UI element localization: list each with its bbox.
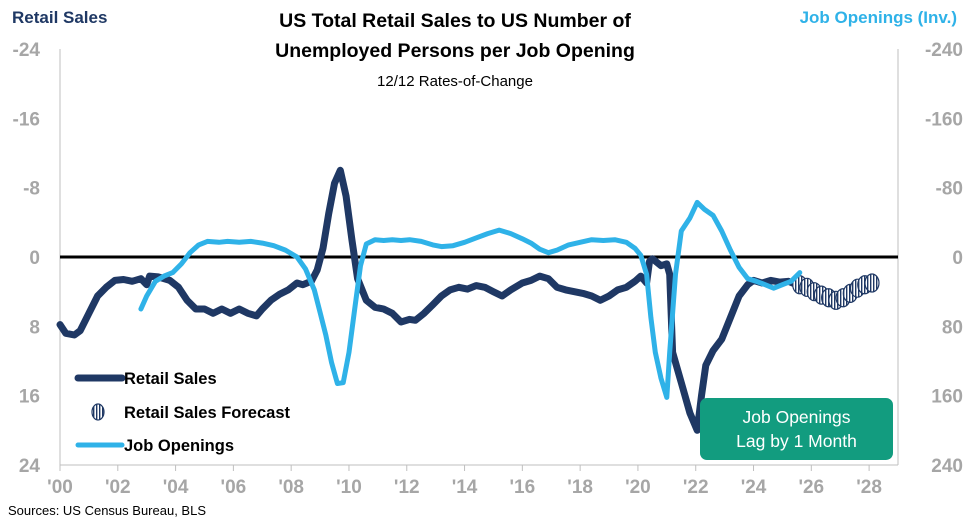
- y-left-tick-label: -8: [23, 179, 40, 200]
- y-right-tick-label: -240: [925, 40, 963, 61]
- x-tick-label: '02: [105, 477, 131, 498]
- x-tick-label: '22: [683, 477, 709, 498]
- y-right-tick-label: 0: [952, 248, 963, 269]
- y-left-tick-label: 8: [29, 317, 40, 338]
- y-left-tick-label: 16: [19, 387, 40, 408]
- job-openings-line: [138, 199, 803, 400]
- right-axis-label: Job Openings (Inv.): [799, 8, 957, 27]
- y-right-tick-label: 80: [942, 317, 963, 338]
- y-right-tick-label: 240: [931, 456, 963, 477]
- left-axis-label: Retail Sales: [12, 8, 108, 27]
- legend-label: Retail Sales: [124, 370, 217, 388]
- chart-title-line1: US Total Retail Sales to US Number of: [279, 10, 631, 32]
- note-line1: Job Openings: [742, 407, 851, 427]
- x-tick-label: '26: [798, 477, 824, 498]
- legend-forecast-swatch: [91, 403, 105, 421]
- y-left-tick-label: -24: [13, 40, 41, 61]
- x-tick-label: '00: [47, 477, 73, 498]
- x-tick-label: '06: [221, 477, 247, 498]
- x-tick-label: '14: [452, 477, 478, 498]
- lag-note-box: Job Openings Lag by 1 Month: [700, 398, 893, 460]
- note-line2: Lag by 1 Month: [736, 431, 857, 451]
- x-tick-label: '18: [567, 477, 593, 498]
- source-note: Sources: US Census Bureau, BLS: [8, 503, 206, 518]
- forecast-marker: [864, 273, 880, 293]
- legend: Retail Sales Retail Sales Forecast Job Ope…: [74, 370, 291, 455]
- y-left-tick-label: 0: [29, 248, 40, 269]
- x-tick-label: '28: [856, 477, 882, 498]
- y-right-tick-label: -160: [925, 109, 963, 130]
- chart-title-line2: Unemployed Persons per Job Opening: [275, 40, 635, 62]
- x-tick-label: '08: [278, 477, 304, 498]
- chart-subtitle: 12/12 Rates-of-Change: [377, 73, 533, 90]
- x-tick-label: '10: [336, 477, 362, 498]
- y-right-tick-label: 160: [931, 387, 963, 408]
- y-left-tick-label: -16: [13, 109, 40, 130]
- x-tick-label: '24: [741, 477, 767, 498]
- y-right-tick-label: -80: [936, 179, 963, 200]
- x-tick-label: '04: [163, 477, 189, 498]
- legend-label: Retail Sales Forecast: [124, 404, 291, 422]
- y-left-tick-label: 24: [19, 456, 41, 477]
- x-tick-label: '16: [510, 477, 536, 498]
- x-tick-label: '12: [394, 477, 420, 498]
- retail-sales-line: [56, 166, 801, 434]
- x-tick-label: '20: [625, 477, 651, 498]
- legend-label: Job Openings: [124, 437, 234, 455]
